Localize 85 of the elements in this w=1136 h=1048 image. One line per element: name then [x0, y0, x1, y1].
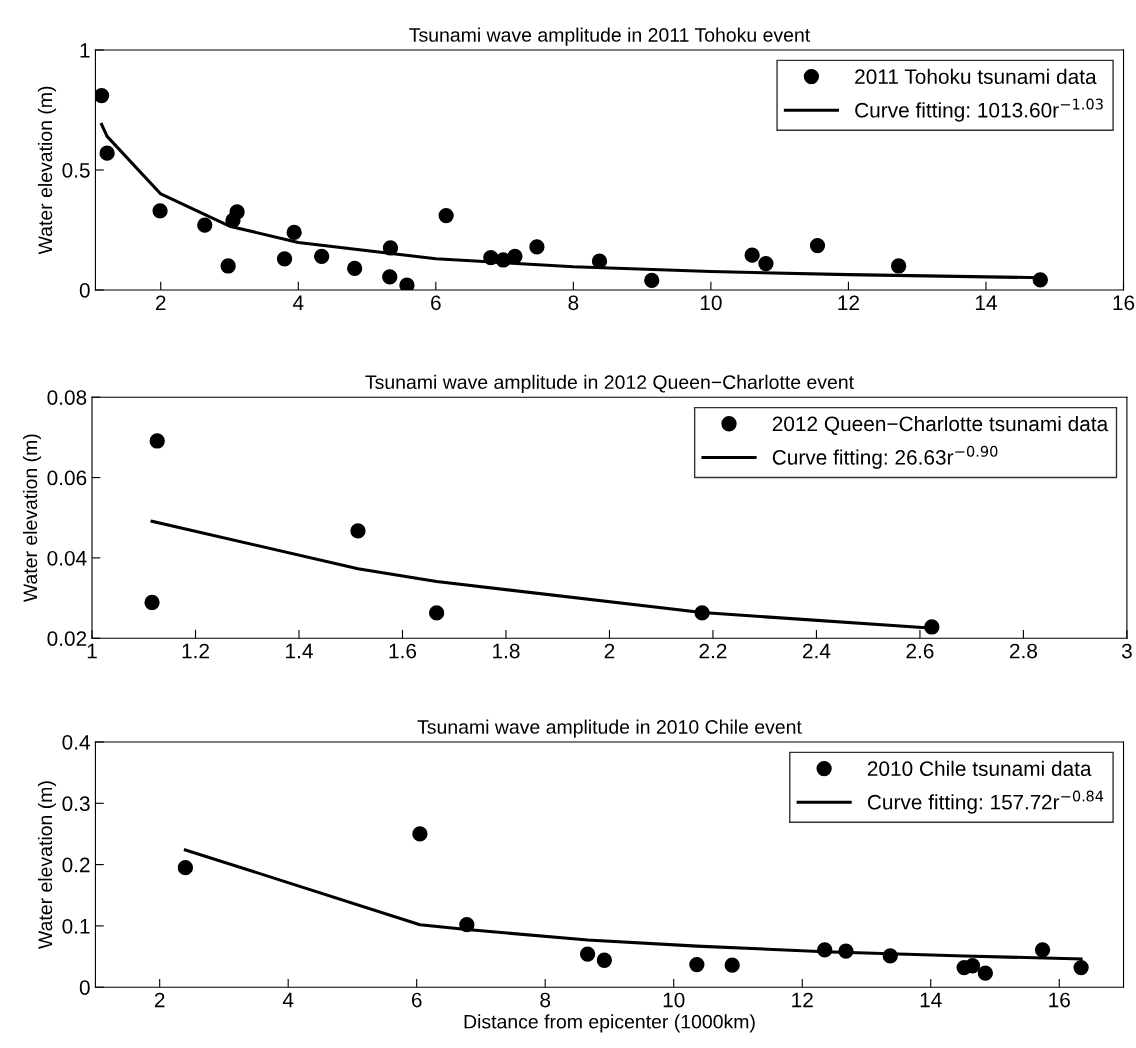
x-tick-label: 10: [700, 295, 722, 311]
x-tick-label: 2.6: [906, 643, 934, 659]
point: [177, 860, 194, 876]
x-tick-label: 2: [154, 992, 165, 1008]
y-axis-title: Water elevation (m): [37, 86, 57, 255]
x-tick-label: 14: [975, 295, 997, 310]
y-tick-label: 1: [80, 43, 90, 58]
point: [382, 269, 398, 285]
y-tick-label: 0: [79, 980, 90, 995]
point: [276, 251, 293, 267]
y-tick-label: 0.04: [47, 550, 87, 566]
point: [314, 248, 330, 265]
x-tick-label: 2.8: [1009, 643, 1037, 659]
point: [286, 224, 302, 241]
point: [890, 258, 907, 274]
y-tick-label: 0.4: [62, 734, 90, 750]
y-tick-label: 0.5: [62, 162, 90, 178]
x-tick-label: 1.8: [493, 643, 520, 659]
legend-label: 2010 Chile tsunami data: [867, 760, 1092, 777]
x-tick-label: 8: [568, 295, 579, 311]
x-tick-label: 2: [156, 295, 166, 310]
y-tick-label: 0.3: [62, 796, 90, 812]
point: [744, 247, 760, 263]
point: [95, 87, 110, 104]
point: [347, 260, 363, 277]
legend-label: 2012 Queen−Charlotte tsunami data: [772, 415, 1109, 435]
x-tick-label: 3: [1121, 643, 1132, 659]
y-axis-title: Water elevation (m): [22, 434, 42, 603]
legend-label: Curve fitting: 1013.60r$^{−1.03}$: [855, 98, 1103, 122]
chart-title: Tsunami wave amplitude in 2012 Queen−Charlotte event: [365, 374, 854, 393]
x-tick-label: 16: [1113, 295, 1135, 311]
point: [412, 826, 428, 842]
point: [977, 965, 993, 981]
x-tick-label: 14: [920, 992, 942, 1008]
x-axis-title: Distance from epicenter (1000km): [464, 1014, 755, 1033]
point: [507, 248, 523, 265]
point: [99, 145, 115, 161]
point: [152, 203, 168, 219]
point: [220, 258, 236, 274]
chart-title: Tsunami wave amplitude in 2011 Tohoku event: [409, 27, 811, 46]
x-tick-label: 1.2: [182, 643, 209, 659]
x-tick-label: 10: [663, 992, 685, 1008]
y-tick-label: 0.1: [62, 918, 90, 934]
legend-label: Curve fitting: 26.63r$^{−0.90}$: [772, 445, 998, 469]
point: [438, 207, 454, 224]
point: [579, 946, 596, 962]
x-tick-label: 6: [431, 295, 441, 311]
x-tick-label: 6: [411, 992, 422, 1008]
legend-label: 2011 Tohoku tsunami data: [855, 68, 1097, 85]
y-axis-title: Water elevation (m): [37, 781, 57, 949]
x-tick-label: 8: [540, 992, 551, 1008]
point: [1034, 942, 1051, 958]
point: [1073, 959, 1089, 976]
x-tick-label: 16: [1049, 992, 1070, 1008]
point: [399, 277, 415, 290]
point: [596, 952, 612, 968]
y-tick-label: 0.06: [47, 470, 87, 486]
y-tick-label: 0.02: [47, 631, 87, 646]
x-tick-label: 12: [838, 295, 859, 310]
x-tick-label: 1.4: [286, 643, 313, 659]
x-tick-label: 4: [292, 295, 304, 310]
y-tick-label: 0.2: [62, 857, 90, 873]
point: [350, 523, 366, 539]
point: [964, 958, 981, 974]
point: [724, 957, 740, 973]
point: [428, 605, 445, 621]
x-tick-label: 2: [604, 643, 615, 659]
point: [144, 594, 160, 611]
chart-title: Tsunami wave amplitude in 2010 Chile event: [417, 719, 802, 738]
x-tick-label: 4: [282, 992, 294, 1008]
point: [809, 237, 826, 254]
y-tick-label: 0: [79, 282, 90, 298]
x-tick-label: 2.4: [803, 643, 831, 659]
point: [197, 217, 213, 233]
point: [529, 239, 545, 255]
point: [149, 433, 165, 449]
point: [644, 272, 660, 289]
y-tick-label: 0.08: [47, 390, 87, 405]
x-tick-label: 12: [792, 992, 813, 1008]
x-tick-label: 2.2: [699, 643, 727, 659]
x-tick-label: 1.6: [389, 643, 417, 659]
point: [229, 204, 245, 220]
point: [689, 956, 705, 973]
legend-label: Curve fitting: 157.72r$^{−0.84}$: [867, 790, 1104, 814]
point: [758, 255, 774, 272]
